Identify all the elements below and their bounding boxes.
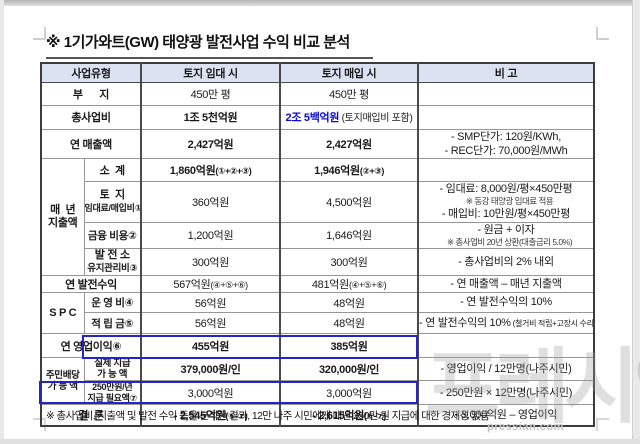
row-maintenance: 발 전 소 유지관리비③ 300억원 300억원 - 총사업비의 2% 내외: [41, 248, 595, 277]
cell-operating-cost-remark: - 연 발전수익의 10%: [417, 292, 595, 314]
cell-subtotal-remark: [417, 158, 595, 183]
cell-conclusion-lease: - 2,545억원(⑥-⑦): [140, 404, 281, 427]
cell-finance-cost-lease: 1,200억원: [140, 221, 281, 250]
crop-mark-top-left: [33, 27, 46, 40]
page-title: ※ 1기가와트(GW) 태양광 발전사업 수익 비교 분석: [46, 31, 373, 59]
cell-gen-profit-remark: - 연 매출액 – 매년 지출액: [417, 275, 595, 294]
row-required-amount: 250만원/년 지급 필요액⑦ 3,000억원 3,000억원 - 250만원 ×…: [41, 380, 595, 406]
comparison-table: 사업유형 토지 임대 시 토지 매입 시 비 고 부 지 450만 평 450만…: [40, 62, 595, 427]
cell-annual-revenue-lease: 2,427억원: [140, 128, 281, 160]
cell-gen-profit-lease: 567억원(④+⑤+⑥): [140, 275, 281, 294]
cell-reserve-fund-lease: 56억원: [140, 312, 281, 335]
cell-annual-revenue-remark: - SMP단가: 120원/KWh, - REC단가: 70,000원/MWh: [417, 128, 595, 160]
cell-finance-cost-remark: - 원금 + 이자 ※ 총사업비 20년 상환(대출금리 5.0%): [417, 221, 595, 250]
row-total-cost: 총사업비 1조 5천억원 2조 5백억원 (토지매입비 포함): [40, 104, 595, 130]
header-land-lease: 토지 임대 시: [140, 62, 281, 83]
cell-actual-payable-lease: 379,000원/인: [140, 357, 281, 382]
cell-reserve-fund-purchase: 48억원: [279, 312, 419, 335]
cell-required-amount-purchase: 3,000억원: [279, 380, 419, 406]
cell-dividend-group-label: 주민배당 가 능 액: [40, 357, 85, 406]
page-edge-right: [632, 0, 640, 444]
cell-actual-payable-remark: - 영업이익 / 12만명(나주시민): [417, 357, 595, 382]
cell-maintenance-purchase: 300억원: [279, 248, 419, 277]
cell-finance-cost-purchase: 1,646억원: [279, 221, 419, 250]
cell-total-cost-label: 총사업비: [40, 104, 142, 130]
row-subtotal: 매 년 지출액 소 계 1,860억원(①+②+③) 1,946억원(②+③): [40, 158, 595, 277]
cell-site-lease: 450만 평: [140, 81, 281, 106]
header-remarks: 비 고: [417, 62, 595, 83]
cell-total-cost-lease: 1조 5천억원: [140, 104, 281, 130]
cell-required-amount-label: 250만원/년 지급 필요액⑦: [83, 380, 142, 406]
header-business-type: 사업유형: [40, 62, 142, 83]
cell-expense-group-label: 매 년 지출액: [40, 158, 85, 277]
row-op-profit: 연 영업이익⑥ 455억원 385억원: [40, 333, 595, 359]
cell-reserve-fund-remark: - 연 발전수익의 10% (철거비 적립+고장시 수리비): [417, 312, 595, 335]
cell-spc-group-label: S P C: [40, 292, 85, 335]
cell-operating-cost-label: 운 영 비④: [83, 292, 142, 314]
cell-conclusion-remark: - 3,000억원 – 영업이익: [417, 404, 595, 427]
cell-actual-payable-label: 실제 지급 가 능 액: [83, 357, 142, 382]
cell-annual-revenue-label: 연 매출액: [40, 128, 142, 160]
cell-finance-cost-label: 금융 비용②: [83, 221, 142, 250]
cell-site-purchase: 450만 평: [279, 81, 419, 106]
table-header-row: 사업유형 토지 임대 시 토지 매입 시 비 고: [40, 62, 595, 83]
row-conclusion: 결 론 - 2,545억원(⑥-⑦) - 2,615억원(⑥-⑦) - 3,00…: [40, 404, 595, 427]
cell-total-cost-remark: [417, 104, 595, 130]
crop-mark-top-right: [596, 27, 609, 40]
crop-mark-bottom-right: [596, 418, 609, 431]
cell-actual-payable-purchase: 320,000원/인: [279, 357, 419, 382]
analysis-footnote: ※ 총사업비, 지출액 및 발전 수익 등을 분석한 결과, 12만 나주 시민…: [46, 410, 490, 422]
cell-operating-cost-purchase: 48억원: [279, 292, 419, 314]
row-actual-payable: 주민배당 가 능 액 실제 지급 가 능 액 379,000원/인 320,000원…: [40, 357, 595, 406]
cell-op-profit-remark: [417, 333, 595, 359]
cell-subtotal-purchase: 1,946억원(②+③): [279, 158, 419, 183]
cell-conclusion-label: 결 론: [40, 404, 142, 427]
row-operating-cost: S P C 운 영 비④ 56억원 48억원 - 연 발전수익의 10%: [40, 292, 595, 335]
row-annual-revenue: 연 매출액 2,427억원 2,427억원 - SMP단가: 120원/KWh,…: [40, 128, 595, 160]
row-site: 부 지 450만 평 450만 평: [40, 81, 595, 106]
row-finance-cost: 금융 비용② 1,200억원 1,646억원 - 원금 + 이자 ※ 총사업비 2…: [41, 221, 595, 250]
page-edge-bottom: [0, 439, 640, 444]
row-gen-profit: 연 발전수익 567억원(④+⑤+⑥) 481억원(④+⑤+⑥) - 연 매출액…: [40, 275, 595, 294]
cell-op-profit-label: 연 영업이익⑥: [40, 333, 142, 359]
cell-land-cost-label: 토 지 임대료/매입비①: [83, 181, 142, 223]
page-edge-left: [0, 0, 4, 444]
cell-gen-profit-purchase: 481억원(④+⑤+⑥): [279, 275, 419, 294]
cell-subtotal-label: 소 계: [83, 158, 142, 183]
cell-land-cost-purchase: 4,500억원: [279, 181, 419, 223]
row-land-cost: 토 지 임대료/매입비① 360억원 4,500억원 - 임대료: 8,000원/…: [41, 181, 595, 223]
cell-operating-cost-lease: 56억원: [140, 292, 281, 314]
cell-required-amount-lease: 3,000억원: [140, 380, 281, 406]
cell-gen-profit-label: 연 발전수익: [40, 275, 142, 294]
cell-annual-revenue-purchase: 2,427억원: [279, 128, 419, 160]
cell-required-amount-remark: - 250만원 × 12만명(나주시민): [417, 380, 595, 406]
cell-site-remark: [417, 81, 595, 106]
cell-maintenance-remark: - 총사업비의 2% 내외: [417, 248, 595, 277]
cell-site-label: 부 지: [40, 81, 142, 106]
cell-maintenance-label: 발 전 소 유지관리비③: [83, 248, 142, 277]
row-reserve-fund: 적 립 금⑤ 56억원 48억원 - 연 발전수익의 10% (철거비 적립+고…: [41, 312, 595, 335]
header-land-purchase: 토지 매입 시: [279, 62, 419, 83]
cell-subtotal-lease: 1,860억원(①+②+③): [140, 158, 281, 183]
cell-op-profit-lease: 455억원: [140, 333, 281, 359]
cell-conclusion-purchase: - 2,615억원(⑥-⑦): [279, 404, 419, 427]
cell-land-cost-lease: 360억원: [140, 181, 281, 223]
cell-total-cost-purchase: 2조 5백억원 (토지매입비 포함): [279, 104, 419, 130]
cell-op-profit-purchase: 385억원: [279, 333, 419, 359]
cell-land-cost-remark: - 임대료: 8,000원/평×450만평 ※ 동강 태양광 임대료 적용 - 매입…: [417, 181, 595, 223]
page-edge-top: [0, 0, 640, 6]
cell-reserve-fund-label: 적 립 금⑤: [83, 312, 142, 335]
cell-maintenance-lease: 300억원: [140, 248, 281, 277]
